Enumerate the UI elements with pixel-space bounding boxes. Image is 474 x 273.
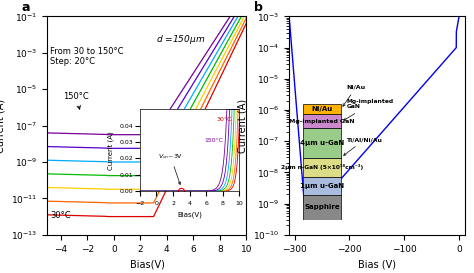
Text: From 30 to 150°C: From 30 to 150°C: [50, 47, 124, 56]
Y-axis label: Current (A): Current (A): [237, 99, 247, 153]
Text: Ni/Au: Ni/Au: [343, 85, 366, 106]
Bar: [303, 104, 341, 114]
Text: Mg-implanted GaN: Mg-implanted GaN: [289, 118, 355, 124]
Bar: [303, 195, 341, 220]
X-axis label: Bias(V): Bias(V): [129, 259, 164, 269]
Text: 150°C: 150°C: [205, 138, 224, 143]
Bar: [303, 158, 341, 177]
Bar: [303, 114, 341, 128]
X-axis label: Bias(V): Bias(V): [177, 211, 202, 218]
Text: 1μm u-GaN: 1μm u-GaN: [300, 183, 344, 189]
Bar: [303, 177, 341, 195]
Text: Step: 20°C: Step: 20°C: [50, 57, 95, 66]
Text: Mg-implanted
GaN: Mg-implanted GaN: [344, 99, 394, 120]
Text: 150°C: 150°C: [64, 92, 89, 109]
Text: Sapphire: Sapphire: [304, 204, 340, 210]
Text: b: b: [254, 1, 263, 14]
Y-axis label: Current (A): Current (A): [0, 99, 6, 153]
Y-axis label: Current (A): Current (A): [108, 131, 114, 170]
Text: a: a: [21, 1, 30, 14]
Text: $d$ =150μm: $d$ =150μm: [156, 33, 205, 46]
Text: 2μm n-GaN (5×10¹⁸cm⁻³): 2μm n-GaN (5×10¹⁸cm⁻³): [281, 164, 363, 170]
Text: $V_{on}$~3V: $V_{on}$~3V: [158, 152, 183, 185]
X-axis label: Bias (V): Bias (V): [358, 259, 396, 269]
Bar: [303, 128, 341, 158]
Text: 30°C: 30°C: [50, 211, 71, 220]
Text: Ti/Al/Ni/Au: Ti/Al/Ni/Au: [344, 137, 383, 155]
Text: Ni/Au: Ni/Au: [311, 106, 333, 112]
Text: 4μm u-GaN: 4μm u-GaN: [300, 140, 344, 146]
Text: 30°C: 30°C: [216, 117, 231, 122]
